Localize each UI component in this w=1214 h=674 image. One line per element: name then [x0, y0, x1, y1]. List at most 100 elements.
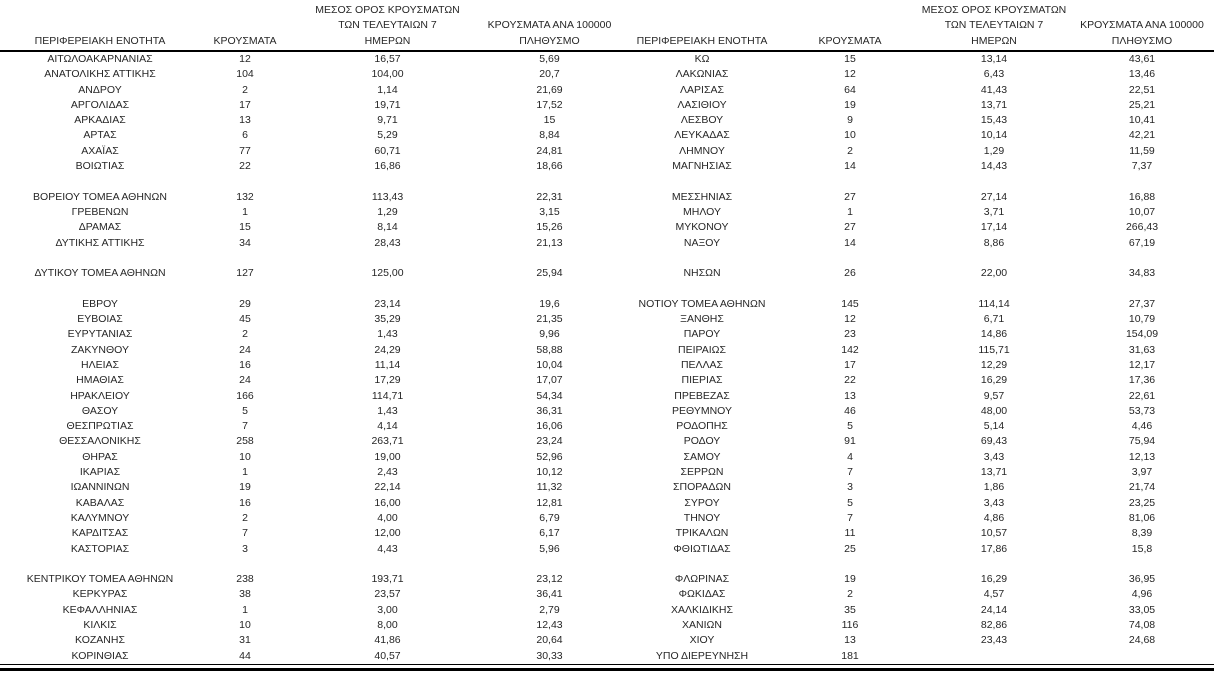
- cases-cell: 5: [847, 420, 853, 433]
- cases-cell: 64: [844, 83, 856, 96]
- per100k-cell: 23,12: [536, 573, 563, 586]
- avg7-cell: 23,57: [374, 588, 401, 601]
- per100k-cell: 24,81: [536, 144, 563, 157]
- avg7-cell: [918, 251, 1070, 266]
- avg7-cell: 16,86: [374, 160, 401, 173]
- table-row: ΕΥΡΥΤΑΝΙΑΣ 2 1,43 9,96: [0, 327, 614, 342]
- table-row: ΤΗΝΟΥ 7 4,86 81,06: [622, 511, 1214, 526]
- column-header-per100k: ΚΡΟΥΣΜΑΤΑ ΑΝΑ 100000 ΠΛΗΘΥΣΜΟ: [1070, 0, 1214, 52]
- column-header-avg7: ΜΕΣΟΣ ΟΡΟΣ ΚΡΟΥΣΜΑΤΩΝ ΤΩΝ ΤΕΛΕΥΤΑΙΩΝ 7 Η…: [290, 0, 485, 52]
- region-cell: ΘΕΣΣΑΛΟΝΙΚΗΣ: [59, 435, 141, 448]
- avg7-cell: [290, 557, 485, 572]
- avg7-cell: 4,43: [377, 542, 398, 555]
- per100k-cell: [485, 174, 614, 189]
- table-row: ΔΥΤΙΚΗΣ ΑΤΤΙΚΗΣ 34 28,43 21,13: [0, 236, 614, 251]
- cases-cell: 31: [239, 634, 251, 647]
- region-cell: ΚΕΡΚΥΡΑΣ: [72, 588, 128, 601]
- avg7-cell: 24,14: [980, 603, 1008, 616]
- region-cell: ΓΡΕΒΕΝΩΝ: [71, 205, 129, 218]
- avg7-cell: 193,71: [371, 573, 404, 586]
- spacer-row: [0, 281, 614, 296]
- region-cell: ΠΑΡΟΥ: [683, 328, 721, 341]
- cases-cell: 12: [844, 68, 856, 81]
- cases-cell: 16: [239, 496, 251, 509]
- per100k-cell: 8,39: [1131, 527, 1153, 540]
- region-cell: ΣΑΜΟΥ: [683, 450, 721, 463]
- table-row: ΛΑΣΙΘΙΟΥ 19 13,71 25,21: [622, 98, 1214, 113]
- per100k-cell: 30,33: [536, 649, 563, 662]
- cases-cell: 46: [844, 404, 856, 417]
- table-row: ΝΑΞΟΥ 14 8,86 67,19: [622, 236, 1214, 251]
- region-cell: [622, 251, 782, 266]
- regional-cases-table-right: ΠΕΡΙΦΕΡΕΙΑΚΗ ΕΝΟΤΗΤΑ ΚΡΟΥΣΜΑΤΑ ΜΕΣΟΣ ΟΡΟ…: [622, 0, 1214, 664]
- cases-cell: 14: [844, 160, 856, 173]
- table-row: ΣΕΡΡΩΝ 7 13,71 3,97: [622, 465, 1214, 480]
- per100k-cell: 21,13: [536, 236, 563, 249]
- per100k-cell: 36,31: [536, 404, 563, 417]
- cases-cell: 145: [841, 297, 859, 310]
- spacer-row: [0, 557, 614, 572]
- cases-cell: 7: [242, 420, 248, 433]
- header-row: ΠΕΡΙΦΕΡΕΙΑΚΗ ΕΝΟΤΗΤΑ ΚΡΟΥΣΜΑΤΑ ΜΕΣΟΣ ΟΡΟ…: [622, 0, 1214, 52]
- table-row: ΠΕΙΡΑΙΩΣ 142 115,71 31,63: [622, 343, 1214, 358]
- avg7-cell: 12,00: [374, 527, 401, 540]
- avg7-cell: [290, 251, 485, 266]
- region-cell: ΒΟΡΕΙΟΥ ΤΟΜΕΑ ΑΘΗΝΩΝ: [33, 190, 167, 203]
- cases-cell: 17: [844, 358, 856, 371]
- avg7-cell: 10,57: [980, 527, 1008, 540]
- region-cell: ΚΑΡΔΙΤΣΑΣ: [71, 527, 129, 540]
- cases-cell: 166: [236, 389, 254, 402]
- per100k-cell: 3,15: [539, 205, 560, 218]
- region-cell: [0, 557, 200, 572]
- table-row: ΚΟΖΑΝΗΣ 31 41,86 20,64: [0, 633, 614, 648]
- per100k-cell: 11,32: [536, 481, 563, 494]
- avg7-cell: 35,29: [374, 313, 401, 326]
- region-cell: ΕΥΒΟΙΑΣ: [77, 313, 123, 326]
- avg7-cell: 11,14: [374, 358, 401, 371]
- per100k-cell: 74,08: [1128, 618, 1156, 631]
- region-cell: [622, 174, 782, 189]
- table-row: ΘΗΡΑΣ 10 19,00 52,96: [0, 450, 614, 465]
- column-header-cases: ΚΡΟΥΣΜΑΤΑ: [200, 0, 290, 52]
- region-cell: ΛΗΜΝΟΥ: [679, 144, 725, 157]
- avg7-cell: 125,00: [371, 267, 404, 280]
- table-row: ΠΕΛΛΑΣ 17 12,29 12,17: [622, 358, 1214, 373]
- avg7-cell: 8,00: [377, 618, 398, 631]
- region-cell: ΑΡΚΑΔΙΑΣ: [74, 114, 126, 127]
- table-row: ΑΙΤΩΛΟΑΚΑΡΝΑΝΙΑΣ 12 16,57 5,69: [0, 52, 614, 67]
- per100k-cell: 81,06: [1128, 511, 1156, 524]
- region-cell: ΝΟΤΙΟΥ ΤΟΜΕΑ ΑΘΗΝΩΝ: [638, 297, 766, 310]
- region-cell: ΙΩΑΝΝΙΝΩΝ: [70, 481, 130, 494]
- per100k-cell: 22,61: [1128, 389, 1156, 402]
- per100k-cell: [485, 557, 614, 572]
- per100k-cell: 7,37: [1131, 160, 1153, 173]
- cases-cell: 10: [239, 618, 251, 631]
- region-cell: ΣΕΡΡΩΝ: [680, 466, 724, 479]
- avg7-cell: 114,71: [371, 389, 404, 402]
- avg7-cell: 6,43: [983, 68, 1005, 81]
- per100k-cell: 52,96: [536, 450, 563, 463]
- avg7-cell: 60,71: [374, 144, 401, 157]
- avg7-cell: [290, 174, 485, 189]
- column-header-per100k-line2: ΠΛΗΘΥΣΜΟ: [519, 34, 580, 47]
- region-cell: ΠΕΛΛΑΣ: [680, 358, 724, 371]
- per100k-cell: 21,35: [536, 313, 563, 326]
- cases-cell: 34: [239, 236, 251, 249]
- region-cell: ΘΕΣΠΡΩΤΙΑΣ: [66, 420, 134, 433]
- per100k-cell: 33,05: [1128, 603, 1156, 616]
- table-row: ΙΚΑΡΙΑΣ 1 2,43 10,12: [0, 465, 614, 480]
- avg7-cell: 14,43: [980, 160, 1008, 173]
- region-cell: ΔΡΑΜΑΣ: [78, 221, 122, 234]
- cases-cell: 12: [239, 53, 251, 65]
- region-cell: ΦΩΚΙΔΑΣ: [678, 588, 726, 601]
- per100k-cell: 16,06: [536, 420, 563, 433]
- region-cell: ΜΑΓΝΗΣΙΑΣ: [672, 160, 732, 173]
- region-cell: ΙΚΑΡΙΑΣ: [79, 466, 121, 479]
- table-row: ΥΠΟ ΔΙΕΡΕΥΝΗΣΗ 181: [622, 649, 1214, 664]
- per100k-cell: [1070, 174, 1214, 189]
- cases-cell: 19: [844, 98, 856, 111]
- table-row: ΚΙΛΚΙΣ 10 8,00 12,43: [0, 618, 614, 633]
- per100k-cell: 22,51: [1128, 83, 1156, 96]
- cases-cell: 10: [844, 129, 856, 142]
